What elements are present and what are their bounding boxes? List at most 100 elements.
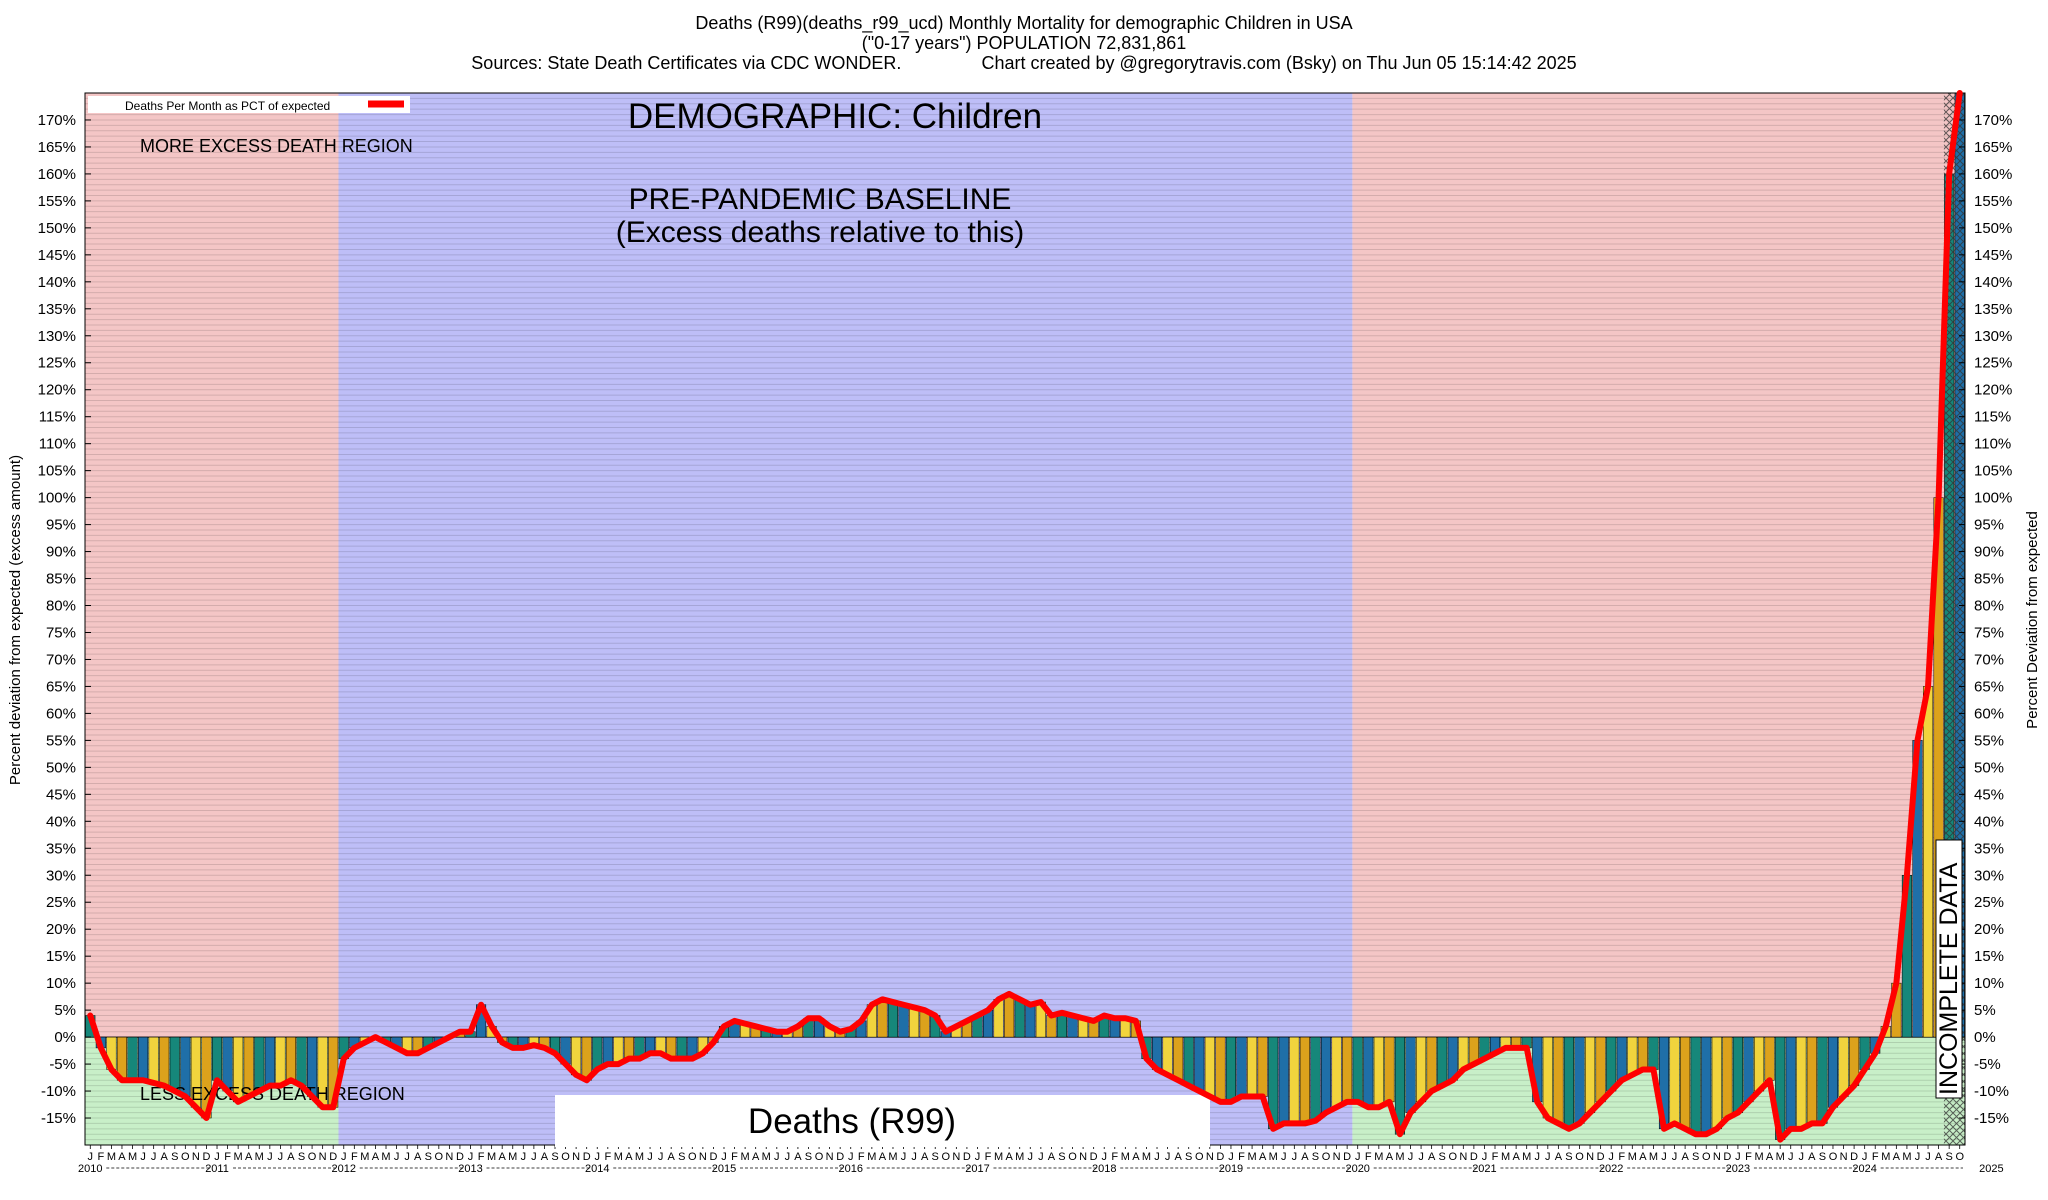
chart-title-line-1: Deaths (R99)(deaths_r99_ucd) Monthly Mor…: [695, 13, 1353, 33]
y-tick-label-right: 70%: [1974, 651, 2004, 668]
y-tick-label-right: 20%: [1974, 921, 2004, 938]
bar: [1627, 1036, 1638, 1076]
x-tick-month: S: [678, 1151, 685, 1163]
x-tick-month: D: [836, 1151, 844, 1163]
x-tick-month: N: [952, 1151, 960, 1163]
x-tick-month: A: [1512, 1151, 1520, 1163]
y-tick-label-right: 90%: [1974, 544, 2004, 561]
y-tick-label-left: 20%: [46, 921, 76, 938]
y-tick-label-right: 10%: [1974, 975, 2004, 992]
y-tick-label-left: 115%: [39, 409, 76, 426]
x-tick-month: S: [1565, 1151, 1572, 1163]
x-tick-month: D: [1597, 1151, 1605, 1163]
x-tick-month: O: [1322, 1151, 1331, 1163]
x-tick-month: S: [1819, 1151, 1826, 1163]
x-tick-month: N: [1206, 1151, 1214, 1163]
x-tick-month: O: [1829, 1151, 1838, 1163]
x-tick-month: A: [541, 1151, 549, 1163]
bar: [1384, 1036, 1395, 1103]
bar: [1701, 1036, 1712, 1135]
bar: [1373, 1036, 1384, 1108]
bar: [1310, 1036, 1321, 1121]
bar: [1923, 686, 1934, 1038]
bar: [1331, 1036, 1342, 1108]
x-tick-month: F: [1745, 1151, 1752, 1163]
y-tick-label-right: 50%: [1974, 759, 2004, 776]
excess-region: [1352, 93, 1944, 1038]
x-tick-month: M: [360, 1151, 369, 1163]
bar: [1278, 1036, 1289, 1124]
x-tick-month: M: [1649, 1151, 1658, 1163]
y-tick-label-right: 120%: [1974, 382, 2012, 399]
x-tick-month: N: [1840, 1151, 1848, 1163]
y-tick-label-right: 95%: [1974, 517, 2004, 534]
legend-label: Deaths Per Month as PCT of expected: [125, 99, 330, 113]
bar: [1553, 1036, 1564, 1124]
x-tick-year: 2023: [1726, 1163, 1750, 1175]
incomplete-label-box: [1935, 839, 1963, 1099]
x-tick-month: F: [1872, 1151, 1879, 1163]
x-tick-month: S: [1945, 1151, 1952, 1163]
y-tick-label-left: 65%: [46, 678, 76, 695]
y-tick-label-right: -15%: [1974, 1110, 2009, 1127]
x-tick-month: J: [774, 1151, 780, 1163]
bar: [1690, 1036, 1701, 1135]
x-tick-month: J: [1028, 1151, 1034, 1163]
x-tick-month: M: [888, 1151, 897, 1163]
y-tick-label-right: 80%: [1974, 598, 2004, 615]
x-tick-year: 2022: [1599, 1163, 1623, 1175]
x-tick-month: N: [572, 1151, 580, 1163]
bar: [1247, 1036, 1258, 1097]
x-tick-month: J: [1788, 1151, 1794, 1163]
y-tick-label-right: 0%: [1974, 1029, 1996, 1046]
x-tick-month: J: [1154, 1151, 1160, 1163]
x-tick-month: J: [975, 1151, 981, 1163]
x-tick-month: M: [1121, 1151, 1130, 1163]
x-tick-month: A: [1808, 1151, 1816, 1163]
x-tick-month: S: [551, 1151, 558, 1163]
x-tick-month: M: [741, 1151, 750, 1163]
y-tick-label-left: 5%: [54, 1002, 76, 1019]
x-tick-year: 2011: [205, 1163, 229, 1175]
x-tick-month: J: [1038, 1151, 1044, 1163]
x-tick-month: M: [487, 1151, 496, 1163]
x-tick-month: S: [1692, 1151, 1699, 1163]
bar: [898, 1004, 909, 1038]
x-tick-year: 2015: [712, 1163, 736, 1175]
x-tick-month: O: [815, 1151, 824, 1163]
x-tick-month: A: [1681, 1151, 1689, 1163]
x-tick-month: J: [785, 1151, 791, 1163]
x-tick-month: O: [688, 1151, 697, 1163]
bar: [877, 999, 888, 1038]
bar: [1046, 1015, 1057, 1038]
y-tick-label-left: 165%: [38, 139, 76, 156]
y-tick-label-right: 150%: [1974, 220, 2012, 237]
bar: [1563, 1036, 1574, 1130]
x-tick-month: J: [468, 1151, 474, 1163]
x-tick-month: A: [921, 1151, 929, 1163]
x-tick-month: F: [1111, 1151, 1118, 1163]
x-tick-month: J: [658, 1151, 664, 1163]
demographic-label: DEMOGRAPHIC: Children: [628, 97, 1042, 136]
bar: [1838, 1036, 1849, 1097]
x-tick-month: S: [1185, 1151, 1192, 1163]
y-axis-label-left: Percent deviation from expected (excess …: [7, 455, 24, 785]
bar: [254, 1036, 265, 1092]
x-tick-month: O: [1195, 1151, 1204, 1163]
y-tick-label-right: 65%: [1974, 678, 2004, 695]
bar: [1616, 1036, 1627, 1081]
bar: [1236, 1036, 1247, 1097]
x-tick-month: J: [521, 1151, 527, 1163]
y-axis-ticks: -15% -15% -10% -10% -5% -5% 0% 0% 5% 5% 10% 10% 15% 1…: [38, 112, 2013, 1127]
x-tick-month: J: [151, 1151, 157, 1163]
x-tick-month: N: [1459, 1151, 1467, 1163]
bar: [222, 1036, 233, 1092]
x-tick-month: F: [97, 1151, 104, 1163]
x-tick-month: O: [181, 1151, 190, 1163]
x-tick-month: A: [245, 1151, 253, 1163]
x-tick-month: N: [445, 1151, 453, 1163]
y-tick-label-left: 55%: [46, 732, 76, 749]
bar: [1754, 1036, 1765, 1092]
x-tick-month: J: [1292, 1151, 1298, 1163]
